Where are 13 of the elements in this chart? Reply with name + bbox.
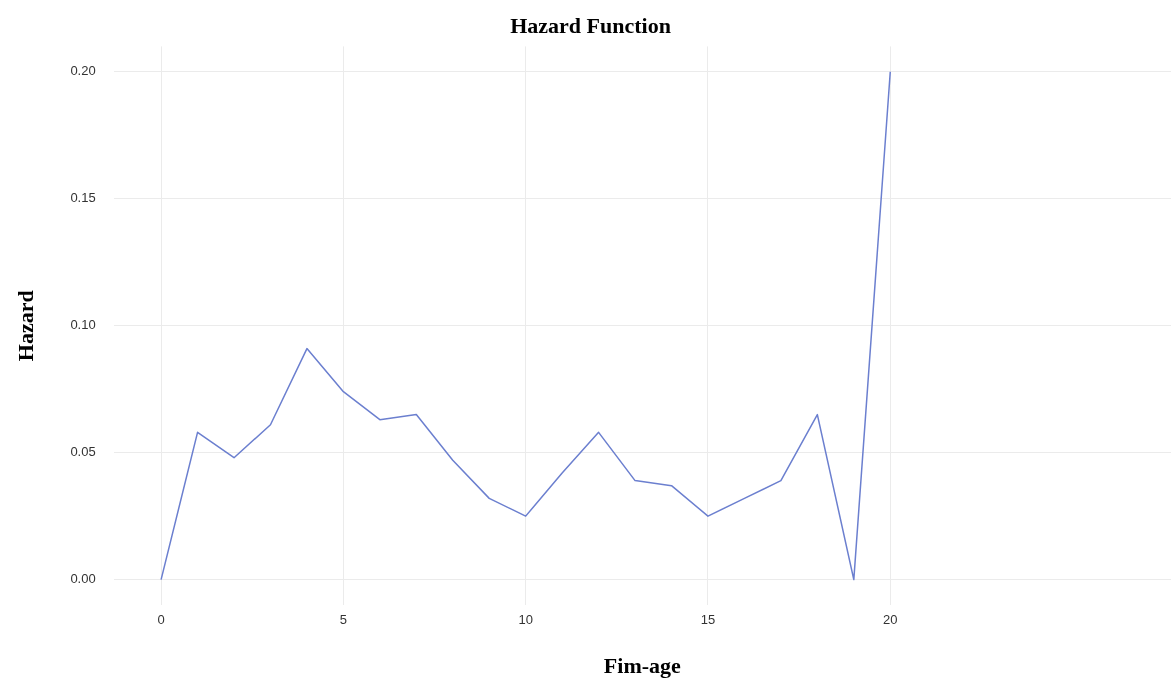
y-tick-label: 0.00 — [70, 571, 96, 587]
y-tick-label: 0.05 — [70, 444, 96, 460]
x-tick-label: 15 — [700, 612, 716, 628]
chart-title: Hazard Function — [510, 12, 671, 38]
y-axis-title: Hazard — [12, 290, 38, 362]
x-axis-title: Fim-age — [603, 653, 682, 679]
x-tick-label: 5 — [339, 612, 348, 628]
y-tick-label: 0.10 — [70, 317, 96, 333]
y-tick-label: 0.15 — [70, 190, 96, 206]
y-tick-label: 0.20 — [70, 63, 96, 79]
x-tick-label: 10 — [518, 612, 533, 628]
x-tick-label: 20 — [883, 612, 898, 628]
x-tick-label: 0 — [157, 612, 165, 628]
